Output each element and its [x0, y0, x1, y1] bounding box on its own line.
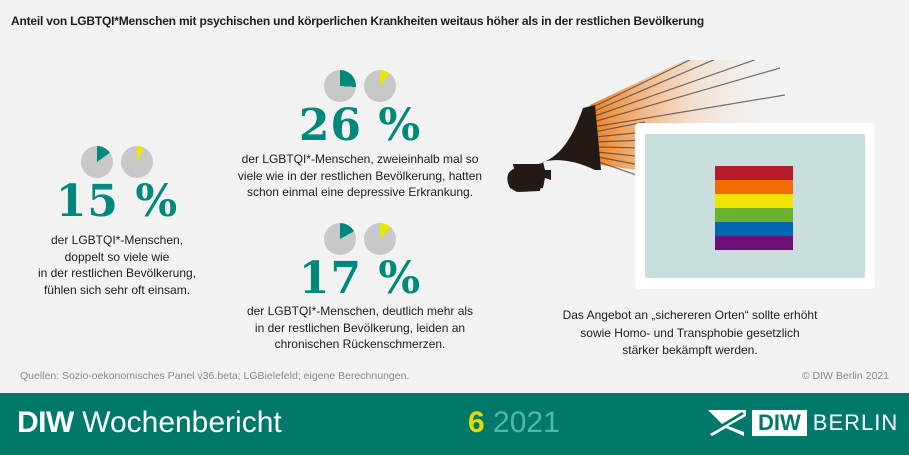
- pie-rest: [364, 70, 396, 102]
- pie-rest: [364, 223, 396, 255]
- pie-pair: [22, 146, 212, 178]
- pie-lgbtqi: [324, 223, 356, 255]
- stat-value: 15 %: [55, 176, 179, 227]
- call-to-action: Das Angebot an „sichereren Orten“ sollte…: [562, 308, 818, 357]
- stat-description: der LGBTQI*-Menschen, zweieinhalb mal so…: [237, 152, 483, 199]
- screen-display: [645, 134, 865, 278]
- issue-number: 6 2021: [468, 406, 560, 439]
- pie-lgbtqi: [81, 146, 113, 178]
- source-note: Quellen: Sozio-oekonomisches Panel v36.b…: [20, 370, 410, 382]
- copyright: © DIW Berlin 2021: [801, 370, 889, 382]
- stat-backpain: 17 % der LGBTQI*-Menschen, deutlich mehr…: [215, 223, 505, 353]
- rainbow-flag-icon: [715, 166, 793, 250]
- stat-value: 26 %: [298, 100, 422, 151]
- chart-title: Anteil von LGBTQI*Menschen mit psychisch…: [11, 14, 705, 28]
- stat-depression: 26 % der LGBTQI*-Menschen, zweieinhalb m…: [210, 70, 510, 201]
- pie-rest: [121, 146, 153, 178]
- footer-bar: DIW Wochenbericht 6 2021 DIW BERLIN: [0, 393, 909, 455]
- stat-description: der LGBTQI*-Menschen, doppelt so viele wi…: [37, 233, 197, 297]
- publication-name: DIW Wochenbericht: [17, 406, 282, 439]
- stat-loneliness: 15 % der LGBTQI*-Menschen, doppelt so vie…: [22, 146, 212, 298]
- stat-description: der LGBTQI*-Menschen, deutlich mehr als i…: [246, 304, 474, 351]
- diw-berlin-logo: DIW BERLIN: [708, 410, 898, 436]
- screen-illustration: [635, 123, 875, 289]
- stat-value: 17 %: [298, 253, 422, 304]
- logo-mark-icon: [708, 410, 746, 436]
- pie-pair: [215, 223, 505, 255]
- pie-pair: [210, 70, 510, 102]
- pie-lgbtqi: [324, 70, 356, 102]
